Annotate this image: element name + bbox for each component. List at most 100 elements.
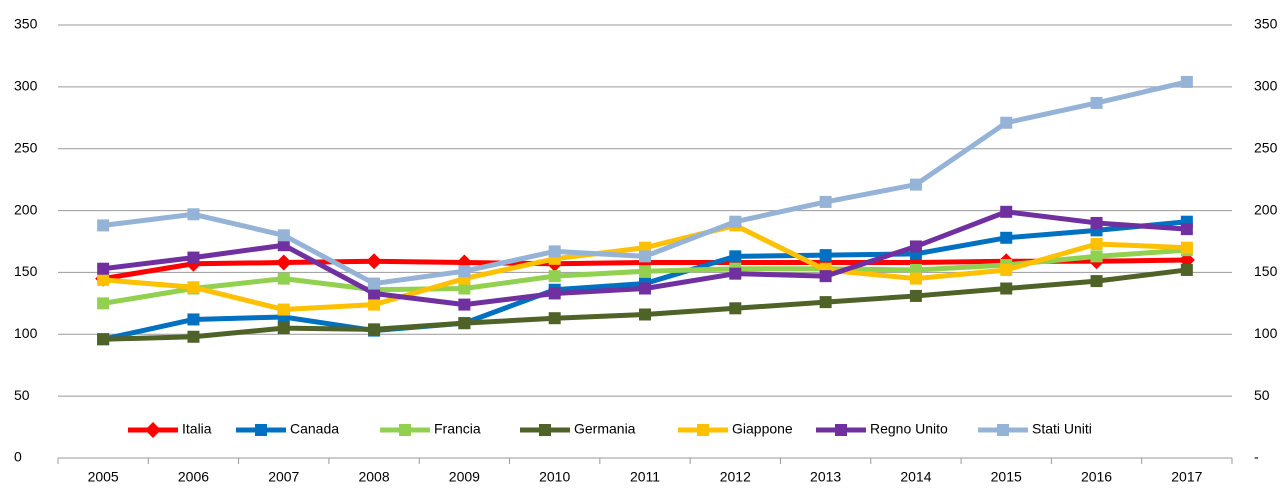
x-tick-label: 2013	[810, 469, 841, 485]
data-point	[909, 272, 922, 285]
legend-marker	[255, 424, 267, 436]
y2-tick-label: 300	[1254, 78, 1278, 94]
legend-label: Francia	[434, 421, 481, 437]
data-point	[548, 270, 561, 283]
legend-marker	[145, 422, 161, 438]
y2-tick-label: 150	[1254, 263, 1278, 279]
legend-label: Stati Uniti	[1032, 421, 1092, 437]
data-point	[1000, 263, 1013, 276]
data-point	[277, 322, 290, 335]
data-point	[277, 303, 290, 316]
data-point	[277, 229, 290, 242]
legend-label: Italia	[182, 421, 212, 437]
data-point	[458, 317, 471, 330]
y2-tick-label: 100	[1254, 325, 1278, 341]
data-point	[729, 267, 742, 280]
data-point	[187, 208, 200, 221]
x-tick-label: 2012	[720, 469, 751, 485]
legend-marker	[997, 424, 1009, 436]
data-point	[368, 277, 381, 290]
y2-tick-label: 200	[1254, 201, 1278, 217]
legend-marker	[697, 424, 709, 436]
data-point	[458, 265, 471, 278]
data-point	[548, 312, 561, 325]
data-point	[729, 302, 742, 315]
y2-tick-label: 350	[1254, 16, 1278, 32]
data-point	[187, 251, 200, 264]
y2-tick-label: -	[1254, 449, 1259, 465]
data-point	[277, 239, 290, 252]
data-point	[819, 296, 832, 309]
data-point	[1090, 250, 1103, 263]
data-point	[729, 250, 742, 263]
data-point	[639, 265, 651, 278]
data-point	[366, 253, 383, 270]
data-point	[1090, 237, 1103, 250]
data-point	[548, 287, 561, 300]
y2-tick-label: 250	[1254, 139, 1278, 155]
data-point	[639, 282, 651, 295]
x-tick-label: 2008	[358, 469, 389, 485]
y-tick-label: 200	[14, 201, 38, 217]
data-point	[819, 249, 832, 262]
data-point	[548, 245, 561, 258]
data-point	[1180, 263, 1193, 276]
x-tick-label: 2016	[1081, 469, 1112, 485]
data-point	[1000, 205, 1013, 218]
x-tick-label: 2005	[88, 469, 119, 485]
data-point	[1180, 75, 1193, 88]
data-point	[819, 195, 832, 208]
x-tick-label: 2017	[1171, 469, 1202, 485]
y-tick-label: 300	[14, 78, 38, 94]
y-tick-label: 0	[14, 449, 22, 465]
data-point	[368, 323, 381, 336]
data-point	[1000, 231, 1013, 244]
data-point	[458, 282, 471, 295]
data-point	[187, 281, 200, 294]
data-point	[1180, 241, 1193, 254]
legend-label: Germania	[574, 421, 636, 437]
y-tick-label: 250	[14, 139, 38, 155]
data-point	[368, 298, 381, 311]
data-point	[1000, 116, 1013, 129]
legend-label: Giappone	[732, 421, 793, 437]
data-point	[1000, 282, 1013, 295]
x-tick-label: 2014	[900, 469, 931, 485]
data-point	[97, 297, 110, 310]
y-tick-label: 150	[14, 263, 38, 279]
legend-marker	[399, 424, 411, 436]
x-tick-label: 2015	[991, 469, 1022, 485]
data-point	[639, 250, 651, 263]
data-point	[97, 333, 110, 346]
data-point	[187, 313, 200, 326]
data-point	[1180, 223, 1193, 236]
data-point	[909, 178, 922, 191]
y-tick-label: 100	[14, 325, 38, 341]
data-point	[97, 273, 110, 286]
legend-marker	[835, 424, 847, 436]
data-point	[187, 330, 200, 343]
legend-label: Regno Unito	[870, 421, 948, 437]
x-tick-label: 2009	[449, 469, 480, 485]
data-point	[819, 270, 832, 283]
legend-marker	[539, 424, 551, 436]
data-point	[1090, 275, 1103, 288]
data-point	[639, 308, 651, 321]
x-tick-label: 2007	[268, 469, 299, 485]
data-point	[97, 219, 110, 232]
data-point	[1090, 216, 1103, 229]
x-tick-label: 2010	[539, 469, 570, 485]
data-point	[1090, 96, 1103, 109]
x-tick-label: 2011	[630, 469, 660, 485]
legend-label: Canada	[290, 421, 339, 437]
data-point	[909, 240, 922, 253]
y-tick-label: 50	[14, 387, 30, 403]
y-tick-label: 350	[14, 16, 38, 32]
data-point	[275, 254, 292, 271]
data-point	[458, 298, 471, 311]
data-point	[729, 215, 742, 228]
y2-tick-label: 50	[1254, 387, 1270, 403]
data-point	[97, 262, 110, 275]
